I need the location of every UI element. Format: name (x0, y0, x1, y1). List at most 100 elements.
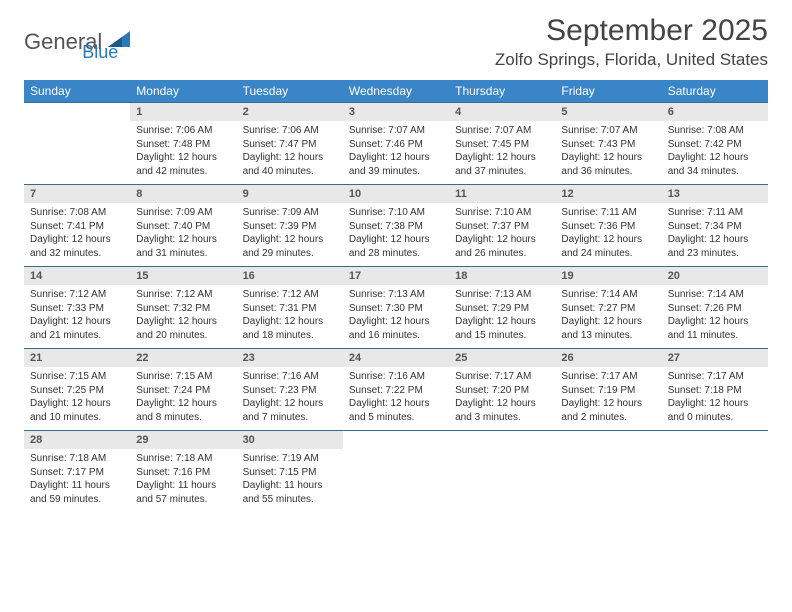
daylight2-text: and 59 minutes. (30, 493, 124, 507)
daylight1-text: Daylight: 12 hours (561, 151, 655, 165)
location: Zolfo Springs, Florida, United States (495, 50, 768, 70)
weekday-header: Tuesday (237, 80, 343, 103)
sunset-text: Sunset: 7:16 PM (136, 466, 230, 480)
day-number: 13 (662, 185, 768, 204)
sunset-text: Sunset: 7:41 PM (30, 220, 124, 234)
day-cell: Sunrise: 7:06 AMSunset: 7:48 PMDaylight:… (130, 121, 236, 185)
sunset-text: Sunset: 7:34 PM (668, 220, 762, 234)
daylight1-text: Daylight: 12 hours (243, 397, 337, 411)
day-cell: Sunrise: 7:12 AMSunset: 7:31 PMDaylight:… (237, 285, 343, 349)
sunset-text: Sunset: 7:32 PM (136, 302, 230, 316)
day-cell: Sunrise: 7:15 AMSunset: 7:24 PMDaylight:… (130, 367, 236, 431)
sunset-text: Sunset: 7:37 PM (455, 220, 549, 234)
daylight1-text: Daylight: 12 hours (136, 233, 230, 247)
sunset-text: Sunset: 7:43 PM (561, 138, 655, 152)
day-cell: Sunrise: 7:18 AMSunset: 7:16 PMDaylight:… (130, 449, 236, 512)
sunset-text: Sunset: 7:25 PM (30, 384, 124, 398)
day-cell: Sunrise: 7:08 AMSunset: 7:41 PMDaylight:… (24, 203, 130, 267)
weekday-header: Saturday (662, 80, 768, 103)
daylight1-text: Daylight: 12 hours (668, 315, 762, 329)
daylight2-text: and 8 minutes. (136, 411, 230, 425)
daylight1-text: Daylight: 12 hours (668, 233, 762, 247)
sunrise-text: Sunrise: 7:07 AM (349, 124, 443, 138)
sunset-text: Sunset: 7:42 PM (668, 138, 762, 152)
daylight2-text: and 42 minutes. (136, 165, 230, 179)
sunrise-text: Sunrise: 7:07 AM (561, 124, 655, 138)
daylight1-text: Daylight: 12 hours (30, 233, 124, 247)
month-title: September 2025 (495, 14, 768, 48)
day-cell: Sunrise: 7:19 AMSunset: 7:15 PMDaylight:… (237, 449, 343, 512)
daylight2-text: and 21 minutes. (30, 329, 124, 343)
day-cell: Sunrise: 7:12 AMSunset: 7:33 PMDaylight:… (24, 285, 130, 349)
day-cell: Sunrise: 7:16 AMSunset: 7:23 PMDaylight:… (237, 367, 343, 431)
day-cell: Sunrise: 7:08 AMSunset: 7:42 PMDaylight:… (662, 121, 768, 185)
sunset-text: Sunset: 7:23 PM (243, 384, 337, 398)
daylight1-text: Daylight: 12 hours (243, 233, 337, 247)
day-number: 17 (343, 267, 449, 286)
daylight1-text: Daylight: 12 hours (668, 397, 762, 411)
daylight1-text: Daylight: 12 hours (136, 315, 230, 329)
day-number: 12 (555, 185, 661, 204)
sunset-text: Sunset: 7:27 PM (561, 302, 655, 316)
sunset-text: Sunset: 7:31 PM (243, 302, 337, 316)
daylight1-text: Daylight: 12 hours (349, 397, 443, 411)
day-cell: Sunrise: 7:09 AMSunset: 7:40 PMDaylight:… (130, 203, 236, 267)
day-number: 11 (449, 185, 555, 204)
day-number: 8 (130, 185, 236, 204)
day-cell: Sunrise: 7:10 AMSunset: 7:37 PMDaylight:… (449, 203, 555, 267)
daylight2-text: and 13 minutes. (561, 329, 655, 343)
day-number: 24 (343, 349, 449, 368)
sunset-text: Sunset: 7:18 PM (668, 384, 762, 398)
day-number: 30 (237, 431, 343, 450)
day-cell: Sunrise: 7:16 AMSunset: 7:22 PMDaylight:… (343, 367, 449, 431)
daylight2-text: and 32 minutes. (30, 247, 124, 261)
daynum-row: 282930 (24, 431, 768, 450)
content-row: Sunrise: 7:15 AMSunset: 7:25 PMDaylight:… (24, 367, 768, 431)
daynum-row: 21222324252627 (24, 349, 768, 368)
content-row: Sunrise: 7:08 AMSunset: 7:41 PMDaylight:… (24, 203, 768, 267)
day-cell: Sunrise: 7:13 AMSunset: 7:29 PMDaylight:… (449, 285, 555, 349)
daylight1-text: Daylight: 11 hours (243, 479, 337, 493)
sunrise-text: Sunrise: 7:16 AM (243, 370, 337, 384)
day-number: 18 (449, 267, 555, 286)
day-number: 7 (24, 185, 130, 204)
day-number: 3 (343, 103, 449, 122)
daynum-row: 78910111213 (24, 185, 768, 204)
day-number: 1 (130, 103, 236, 122)
day-number (343, 431, 449, 450)
daylight1-text: Daylight: 12 hours (455, 151, 549, 165)
sunrise-text: Sunrise: 7:16 AM (349, 370, 443, 384)
sunrise-text: Sunrise: 7:07 AM (455, 124, 549, 138)
daylight1-text: Daylight: 12 hours (30, 315, 124, 329)
day-cell: Sunrise: 7:07 AMSunset: 7:43 PMDaylight:… (555, 121, 661, 185)
daylight1-text: Daylight: 12 hours (30, 397, 124, 411)
day-cell: Sunrise: 7:07 AMSunset: 7:46 PMDaylight:… (343, 121, 449, 185)
sunrise-text: Sunrise: 7:18 AM (136, 452, 230, 466)
day-cell (24, 121, 130, 185)
daylight1-text: Daylight: 11 hours (136, 479, 230, 493)
daynum-row: 14151617181920 (24, 267, 768, 286)
daylight2-text: and 18 minutes. (243, 329, 337, 343)
daylight2-text: and 39 minutes. (349, 165, 443, 179)
day-cell: Sunrise: 7:14 AMSunset: 7:27 PMDaylight:… (555, 285, 661, 349)
sunrise-text: Sunrise: 7:15 AM (30, 370, 124, 384)
daynum-row: 123456 (24, 103, 768, 122)
weekday-header: Thursday (449, 80, 555, 103)
daylight1-text: Daylight: 12 hours (455, 397, 549, 411)
daylight2-text: and 2 minutes. (561, 411, 655, 425)
sunset-text: Sunset: 7:48 PM (136, 138, 230, 152)
day-cell: Sunrise: 7:17 AMSunset: 7:19 PMDaylight:… (555, 367, 661, 431)
daylight1-text: Daylight: 12 hours (136, 151, 230, 165)
daylight2-text: and 11 minutes. (668, 329, 762, 343)
daylight1-text: Daylight: 12 hours (668, 151, 762, 165)
day-number: 6 (662, 103, 768, 122)
daylight2-text: and 16 minutes. (349, 329, 443, 343)
sunset-text: Sunset: 7:15 PM (243, 466, 337, 480)
weekday-header: Monday (130, 80, 236, 103)
sunset-text: Sunset: 7:30 PM (349, 302, 443, 316)
sunset-text: Sunset: 7:40 PM (136, 220, 230, 234)
daylight2-text: and 7 minutes. (243, 411, 337, 425)
content-row: Sunrise: 7:18 AMSunset: 7:17 PMDaylight:… (24, 449, 768, 512)
brand-part2: Blue (82, 42, 118, 63)
daylight1-text: Daylight: 12 hours (561, 315, 655, 329)
